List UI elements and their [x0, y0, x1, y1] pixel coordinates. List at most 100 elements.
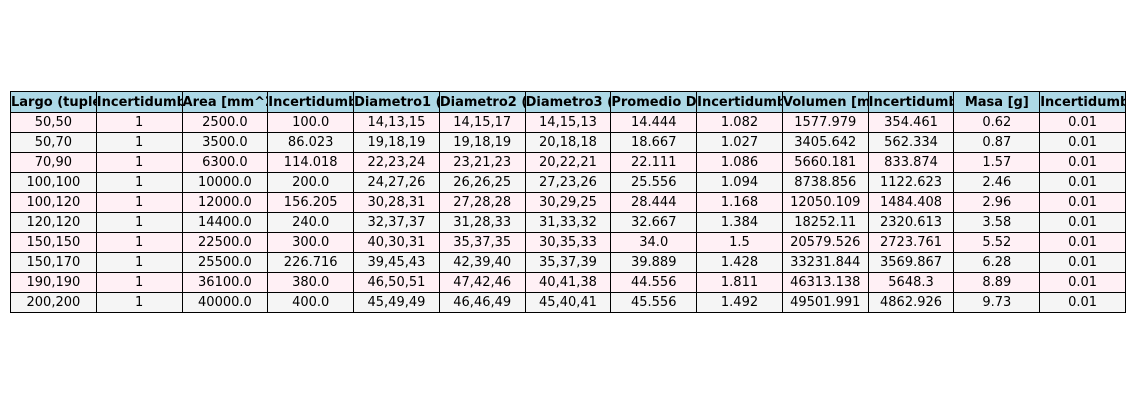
table-cell: 30,35,33 — [524, 232, 612, 253]
table-cell: 6.28 — [953, 252, 1041, 273]
table-cell: 27,28,28 — [438, 192, 526, 213]
table-cell: 0.01 — [1039, 272, 1126, 293]
table-cell: 200,200 — [10, 292, 97, 313]
table-cell: 40,41,38 — [524, 272, 612, 293]
table-cell: 1 — [95, 132, 183, 153]
table-row: 190,190 1 36100.0 380.0 46,50,51 47,42,46 40,4… — [10, 272, 1126, 293]
table-cell: 32.667 — [610, 212, 698, 233]
table-cell: 150,150 — [10, 232, 97, 253]
table-cell: 35,37,39 — [524, 252, 612, 273]
table-cell: 50,50 — [10, 112, 97, 133]
table-cell: 300.0 — [267, 232, 355, 253]
table-cell: 1.428 — [696, 252, 783, 273]
column-header: Volumen [mm^3] — [781, 91, 869, 113]
table-cell: 190,190 — [10, 272, 97, 293]
table-cell: 24,27,26 — [353, 172, 440, 193]
table-cell: 4862.926 — [867, 292, 955, 313]
table-cell: 2723.761 — [867, 232, 955, 253]
column-header: Incertidumbre Largo — [95, 91, 183, 113]
table-cell: 1.57 — [953, 152, 1041, 173]
table-cell: 1.384 — [696, 212, 783, 233]
table-cell: 100,120 — [10, 192, 97, 213]
table-cell: 22.111 — [610, 152, 698, 173]
table-cell: 150,170 — [10, 252, 97, 273]
table-cell: 28.444 — [610, 192, 698, 213]
table-row: 70,90 1 6300.0 114.018 22,23,24 23,21,23 20,22… — [10, 152, 1126, 173]
column-header: Diametro2 (tuple) — [438, 91, 526, 113]
table-cell: 47,42,46 — [438, 272, 526, 293]
table-cell: 1.082 — [696, 112, 783, 133]
table-cell: 2500.0 — [181, 112, 269, 133]
table-cell: 30,29,25 — [524, 192, 612, 213]
table-cell: 10000.0 — [181, 172, 269, 193]
table-cell: 19,18,19 — [353, 132, 440, 153]
table-cell: 45,49,49 — [353, 292, 440, 313]
table-row: 100,120 1 12000.0 156.205 30,28,31 27,28,28 30… — [10, 192, 1126, 213]
table-cell: 380.0 — [267, 272, 355, 293]
table-cell: 14400.0 — [181, 212, 269, 233]
table-cell: 30,28,31 — [353, 192, 440, 213]
column-header: Diametro1 (tuple) — [353, 91, 440, 113]
table-cell: 5.52 — [953, 232, 1041, 253]
table-cell: 14.444 — [610, 112, 698, 133]
table-cell: 22500.0 — [181, 232, 269, 253]
table-cell: 1 — [95, 172, 183, 193]
column-header: Diametro3 (tuple) — [524, 91, 612, 113]
table-cell: 120,120 — [10, 212, 97, 233]
data-table-container: Largo (tuple) [mm]Incertidumbre LargoAre… — [10, 91, 1126, 313]
table-cell: 1.086 — [696, 152, 783, 173]
table-cell: 39,45,43 — [353, 252, 440, 273]
table-cell: 6300.0 — [181, 152, 269, 173]
table-cell: 25.556 — [610, 172, 698, 193]
table-cell: 46,50,51 — [353, 272, 440, 293]
table-cell: 22,23,24 — [353, 152, 440, 173]
table-cell: 14,15,13 — [524, 112, 612, 133]
table-cell: 1.811 — [696, 272, 783, 293]
table-row: 50,70 1 3500.0 86.023 19,18,19 19,18,19 20,18,… — [10, 132, 1126, 153]
table-cell: 23,21,23 — [438, 152, 526, 173]
table-cell: 12000.0 — [181, 192, 269, 213]
table-cell: 33231.844 — [781, 252, 869, 273]
table-body: 50,50 1 2500.0 100.0 14,13,15 14,15,17 14,15,1… — [10, 112, 1126, 313]
table-cell: 1.027 — [696, 132, 783, 153]
table-cell: 26,26,25 — [438, 172, 526, 193]
table-cell: 400.0 — [267, 292, 355, 313]
table-cell: 3.58 — [953, 212, 1041, 233]
table-cell: 9.73 — [953, 292, 1041, 313]
table-cell: 0.01 — [1039, 172, 1126, 193]
table-row: 150,150 1 22500.0 300.0 40,30,31 35,37,35 30,3… — [10, 232, 1126, 253]
table-cell: 0.87 — [953, 132, 1041, 153]
table-cell: 1 — [95, 252, 183, 273]
table-cell: 1.492 — [696, 292, 783, 313]
table-cell: 8.89 — [953, 272, 1041, 293]
table-cell: 114.018 — [267, 152, 355, 173]
column-header: Largo (tuple) [mm] — [10, 91, 97, 113]
table-cell: 86.023 — [267, 132, 355, 153]
table-cell: 5648.3 — [867, 272, 955, 293]
table-cell: 3405.642 — [781, 132, 869, 153]
table-cell: 5660.181 — [781, 152, 869, 173]
table-row: 150,170 1 25500.0 226.716 39,45,43 42,39,40 35… — [10, 252, 1126, 273]
column-header: Incertidumbre Masa — [1039, 91, 1126, 113]
column-header: Promedio Diametro — [610, 91, 698, 113]
table-cell: 1.094 — [696, 172, 783, 193]
table-cell: 20,22,21 — [524, 152, 612, 173]
table-cell: 18252.11 — [781, 212, 869, 233]
table-cell: 0.01 — [1039, 252, 1126, 273]
measurements-table: Largo (tuple) [mm]Incertidumbre LargoAre… — [10, 91, 1126, 313]
column-header: Area [mm^2] — [181, 91, 269, 113]
table-cell: 2320.613 — [867, 212, 955, 233]
table-cell: 45.556 — [610, 292, 698, 313]
table-cell: 35,37,35 — [438, 232, 526, 253]
table-cell: 40,30,31 — [353, 232, 440, 253]
table-cell: 1 — [95, 272, 183, 293]
table-row: 100,100 1 10000.0 200.0 24,27,26 26,26,25 27,2… — [10, 172, 1126, 193]
table-cell: 18.667 — [610, 132, 698, 153]
table-cell: 8738.856 — [781, 172, 869, 193]
table-cell: 1 — [95, 112, 183, 133]
table-cell: 25500.0 — [181, 252, 269, 273]
table-row: 50,50 1 2500.0 100.0 14,13,15 14,15,17 14,15,1… — [10, 112, 1126, 133]
table-cell: 100,100 — [10, 172, 97, 193]
column-header: Masa [g] — [953, 91, 1041, 113]
table-cell: 32,37,37 — [353, 212, 440, 233]
